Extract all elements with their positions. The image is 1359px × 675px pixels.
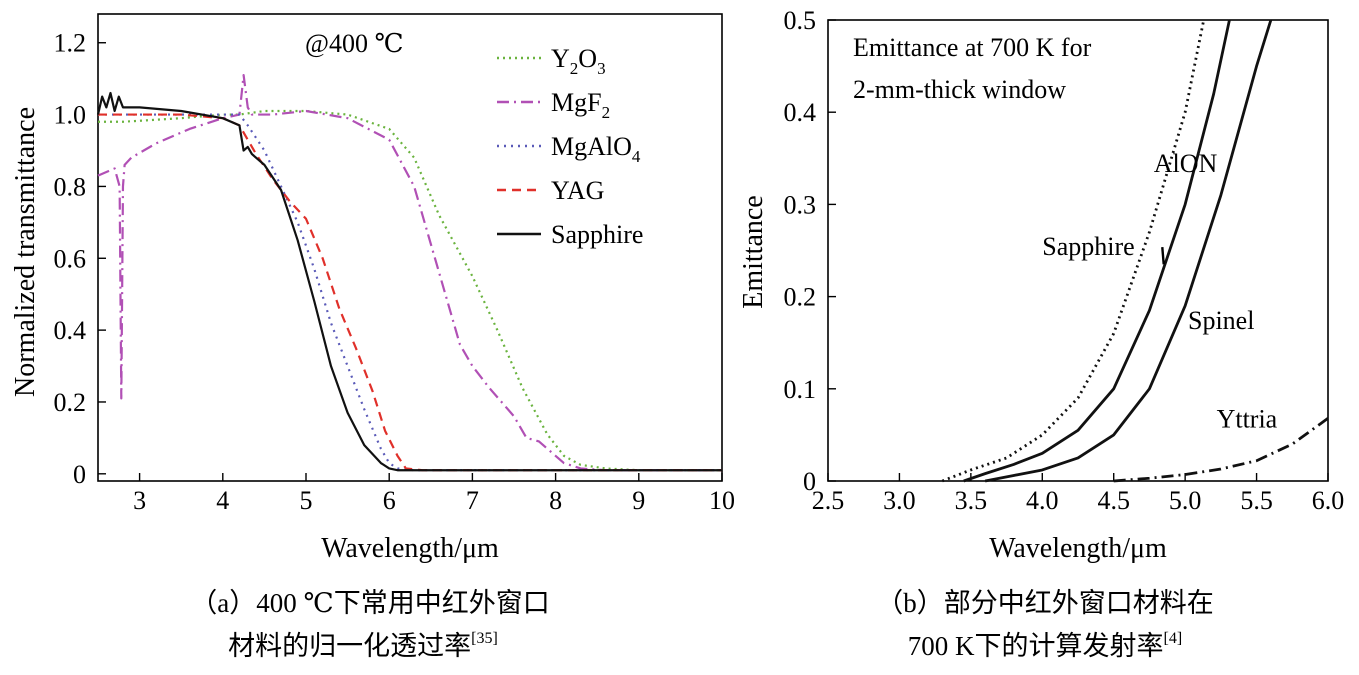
y-tick-label: 1.2 xyxy=(54,29,87,58)
y-tick-label: 0.5 xyxy=(784,6,817,35)
x-tick-label: 4.5 xyxy=(1097,486,1130,515)
legend-entry: Y2O3 xyxy=(551,44,606,78)
x-tick-label: 10 xyxy=(709,486,735,515)
series-label-spinel: Spinel xyxy=(1188,306,1254,335)
y-tick-label: 1.0 xyxy=(54,101,87,130)
panel-b-x-axis-label: Wavelength/μm xyxy=(989,533,1167,564)
panel-a-frame xyxy=(97,13,723,482)
series-line-yttria xyxy=(1113,417,1329,483)
x-tick-label: 5.5 xyxy=(1240,486,1273,515)
panel-b-chart: 2.5 3.0 3.5 4.0 4.5 5.0 5.5 6.0 0 0.1 0.2 0.3 0.4 0.5… xyxy=(738,6,1344,661)
x-tick-label: 2.5 xyxy=(812,486,845,515)
panel-b-caption-ref: [4] xyxy=(1164,630,1183,647)
series-line-sapphire xyxy=(963,19,1231,483)
x-tick-label: 9 xyxy=(632,486,645,515)
x-tick-label: 4 xyxy=(216,486,229,515)
series-line-alon xyxy=(941,19,1206,483)
panel-b-frame xyxy=(827,19,1329,482)
series-line-mgf- xyxy=(97,73,722,472)
series-label-alon: AlON xyxy=(1154,149,1218,178)
y-tick-label: 0.8 xyxy=(54,172,87,201)
panel-b-caption-line2: 700 K下的计算发射率[4] xyxy=(908,630,1182,661)
y-tick-label: 0.2 xyxy=(784,283,817,312)
panel-a-caption-line1: （a）400 ℃下常用中红外窗口 xyxy=(190,588,549,618)
panel-b-title-line2: 2-mm-thick window xyxy=(853,75,1066,104)
sapphire-leader-line xyxy=(1161,247,1165,265)
series-label-sapphire: Sapphire xyxy=(1042,232,1134,261)
x-tick-label: 8 xyxy=(549,486,562,515)
series-line-sapphire xyxy=(96,91,722,472)
legend-entry: MgAlO4 xyxy=(551,132,641,166)
x-tick-label: 6.0 xyxy=(1312,486,1345,515)
panel-a-y-axis-label: Normalized transmittance xyxy=(10,107,41,397)
series-line-spinel xyxy=(984,19,1273,483)
y-tick-label: 0.6 xyxy=(54,244,87,273)
panel-a-x-axis-label: Wavelength/μm xyxy=(321,533,499,564)
series-line-y-o- xyxy=(98,109,722,472)
panel-a-chart: 3 4 5 6 7 8 9 10 0 0.2 0.4 0.6 0.8 1.0 1.2 @400 ℃ Y2O3… xyxy=(10,13,735,661)
panel-a-annotation: @400 ℃ xyxy=(305,29,404,58)
series-label-yttria: Yttria xyxy=(1217,405,1278,434)
y-tick-label: 0.4 xyxy=(784,98,817,127)
series-line-yag xyxy=(98,113,722,472)
y-tick-label: 0.2 xyxy=(54,388,87,417)
panel-a-legend: Y2O3 MgF2 MgAlO4 YAG Sapphire xyxy=(497,44,643,249)
x-tick-label: 6 xyxy=(383,486,396,515)
panel-b-y-axis-label: Emittance xyxy=(738,195,769,309)
y-tick-label: 0.1 xyxy=(784,375,817,404)
x-tick-label: 7 xyxy=(466,486,479,515)
x-tick-label: 3 xyxy=(133,486,146,515)
panel-b-caption-line1: （b）部分中红外窗口材料在 xyxy=(876,588,1214,618)
x-tick-label: 3.5 xyxy=(955,486,988,515)
y-tick-label: 0 xyxy=(803,467,816,496)
panel-a-caption-ref: [35] xyxy=(471,630,498,647)
y-tick-label: 0.3 xyxy=(784,190,817,219)
x-tick-label: 5 xyxy=(300,486,313,515)
y-tick-label: 0.4 xyxy=(54,316,87,345)
x-tick-label: 5.0 xyxy=(1169,486,1202,515)
y-tick-label: 0 xyxy=(73,460,86,489)
legend-entry: Sapphire xyxy=(551,220,643,249)
panel-a-caption-line2: 材料的归一化透过率[35] xyxy=(228,630,498,661)
x-tick-label: 3.0 xyxy=(883,486,916,515)
legend-entry: MgF2 xyxy=(551,88,610,122)
panel-b-title-line1: Emittance at 700 K for xyxy=(853,33,1092,62)
legend-entry: YAG xyxy=(551,176,604,205)
series-line-mgalo- xyxy=(98,113,722,472)
x-tick-label: 4.0 xyxy=(1026,486,1059,515)
